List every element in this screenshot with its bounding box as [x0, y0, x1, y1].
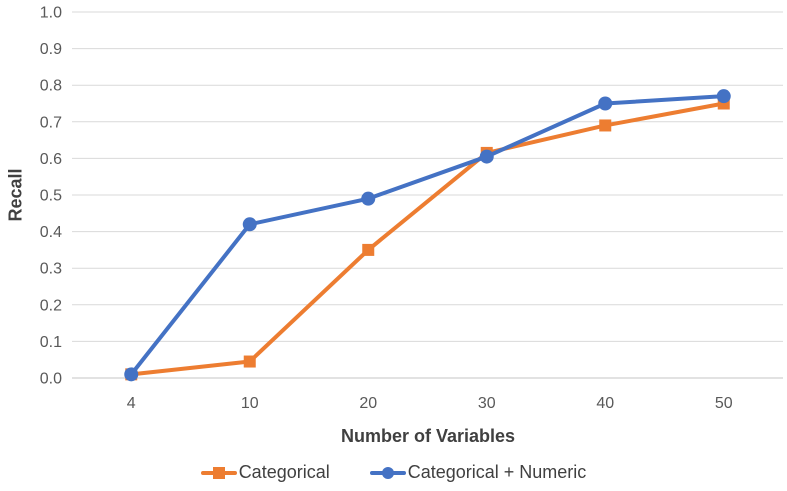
data-point-circle-categorical-numeric: [479, 149, 494, 164]
legend-item-categorical: Categorical: [200, 462, 330, 483]
data-point-circle-categorical-numeric: [361, 191, 376, 206]
y-tick-label: 0.0: [40, 371, 62, 388]
series-line-categorical: [129, 101, 726, 377]
y-tick-label: 0.8: [40, 78, 62, 95]
data-point-square-categorical: [243, 355, 256, 368]
legend-item-categorical-numeric: Categorical + Numeric: [369, 462, 587, 483]
x-tick-label: 40: [596, 395, 614, 412]
legend-marker-circle: [369, 466, 406, 480]
y-tick-label: 0.7: [40, 114, 62, 131]
legend-marker-square: [200, 466, 237, 480]
data-point-square-categorical: [362, 243, 375, 256]
data-point-circle-categorical-numeric: [242, 217, 257, 232]
y-tick-label: 0.3: [40, 261, 62, 278]
x-tick-label: 30: [478, 395, 496, 412]
y-axis-title: Recall: [5, 168, 26, 222]
x-tick-label: 10: [241, 395, 259, 412]
data-point-square-categorical: [599, 119, 612, 132]
x-axis-title: Number of Variables: [340, 426, 516, 446]
data-point-circle-categorical-numeric: [124, 367, 139, 382]
square-marker-icon: [212, 466, 225, 479]
x-tick-label: 4: [127, 395, 136, 412]
legend-label: Categorical: [238, 462, 330, 482]
series-line-categorical-numeric: [129, 94, 726, 377]
data-point-circle-categorical-numeric: [598, 96, 613, 111]
y-tick-label: 0.6: [40, 151, 62, 168]
x-tick-label: 50: [715, 395, 733, 412]
y-tick-label: 0.2: [40, 297, 62, 314]
y-tick-label: 0.1: [40, 334, 62, 351]
y-tick-label: 0.5: [40, 188, 62, 205]
y-tick-label: 0.9: [40, 41, 62, 58]
y-tick-label: 0.4: [40, 224, 62, 241]
legend-label: Categorical + Numeric: [407, 462, 587, 482]
data-point-circle-categorical-numeric: [716, 89, 731, 104]
y-tick-label: 1.0: [40, 5, 62, 22]
legend: Categorical Categorical + Numeric: [0, 462, 787, 483]
circle-marker-icon: [381, 466, 394, 479]
x-tick-label: 20: [359, 395, 377, 412]
